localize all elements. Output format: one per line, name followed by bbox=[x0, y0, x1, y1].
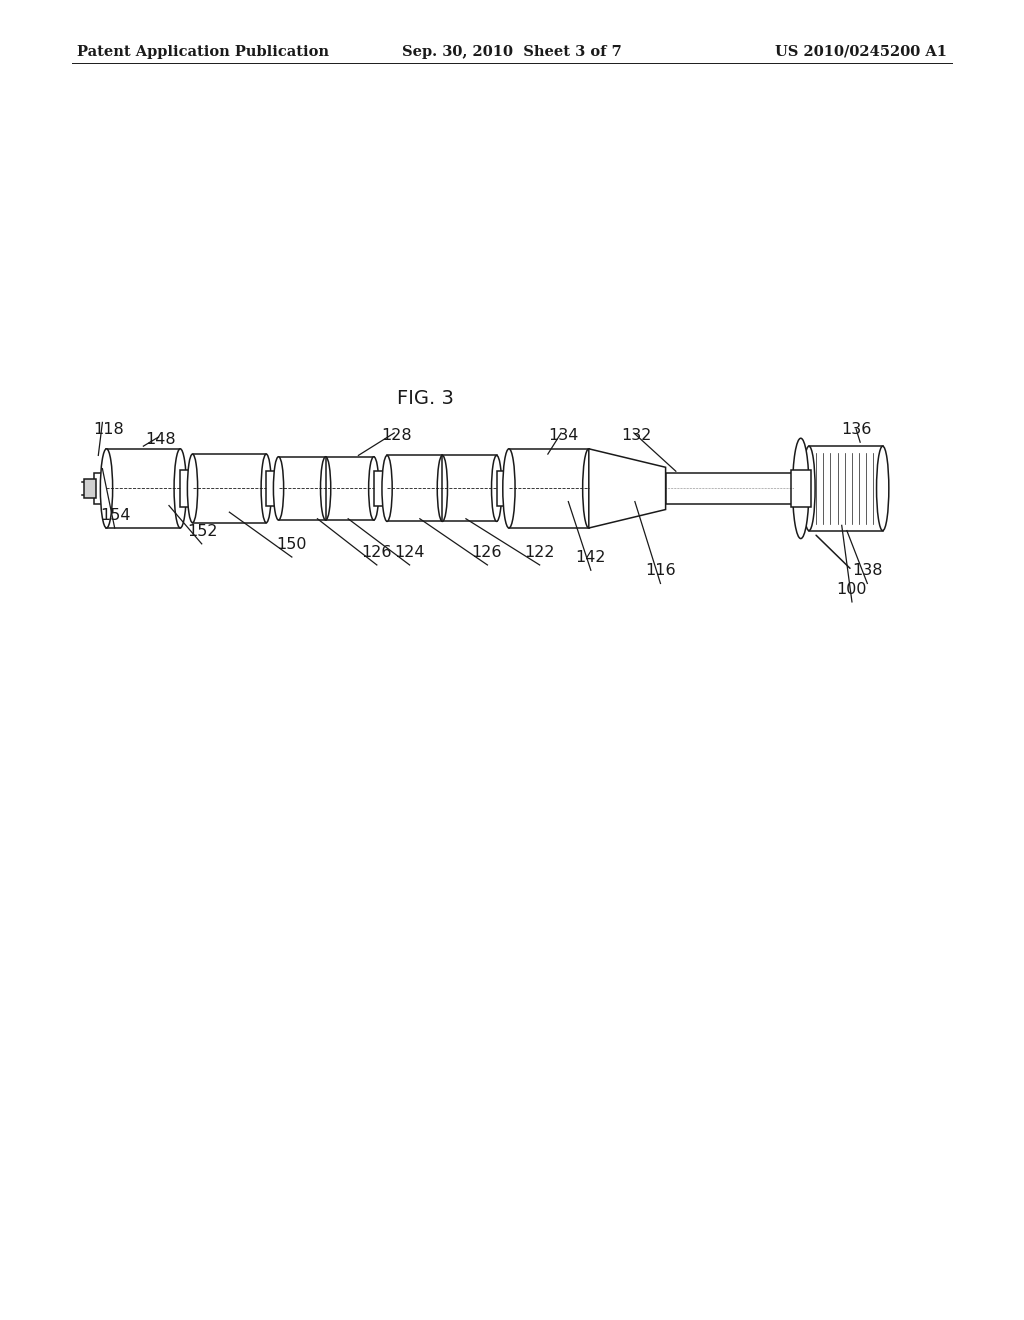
Text: 154: 154 bbox=[100, 508, 131, 523]
FancyBboxPatch shape bbox=[94, 473, 106, 504]
Ellipse shape bbox=[100, 449, 113, 528]
Text: 124: 124 bbox=[394, 545, 425, 560]
FancyBboxPatch shape bbox=[106, 449, 180, 528]
Ellipse shape bbox=[321, 457, 331, 520]
FancyBboxPatch shape bbox=[497, 471, 509, 506]
Ellipse shape bbox=[382, 455, 392, 521]
Text: 138: 138 bbox=[852, 564, 883, 578]
Ellipse shape bbox=[261, 454, 271, 523]
Text: 148: 148 bbox=[145, 432, 176, 446]
FancyBboxPatch shape bbox=[279, 457, 374, 520]
FancyBboxPatch shape bbox=[266, 471, 279, 506]
Text: 128: 128 bbox=[381, 428, 412, 442]
FancyBboxPatch shape bbox=[180, 470, 193, 507]
Text: 100: 100 bbox=[837, 582, 867, 597]
Ellipse shape bbox=[174, 449, 186, 528]
FancyBboxPatch shape bbox=[666, 473, 794, 504]
Polygon shape bbox=[589, 449, 666, 528]
Text: 134: 134 bbox=[548, 428, 579, 442]
Text: FIG. 3: FIG. 3 bbox=[396, 389, 454, 408]
Text: Patent Application Publication: Patent Application Publication bbox=[77, 45, 329, 59]
Ellipse shape bbox=[492, 455, 502, 521]
Text: 126: 126 bbox=[361, 545, 392, 560]
FancyBboxPatch shape bbox=[509, 449, 589, 528]
FancyBboxPatch shape bbox=[374, 471, 387, 506]
Ellipse shape bbox=[803, 446, 815, 531]
Ellipse shape bbox=[273, 457, 284, 520]
Ellipse shape bbox=[583, 449, 595, 528]
Ellipse shape bbox=[369, 457, 379, 520]
Ellipse shape bbox=[793, 438, 809, 539]
Text: 126: 126 bbox=[471, 545, 502, 560]
FancyBboxPatch shape bbox=[809, 446, 883, 531]
Text: US 2010/0245200 A1: US 2010/0245200 A1 bbox=[775, 45, 947, 59]
Text: 152: 152 bbox=[187, 524, 218, 539]
Text: 122: 122 bbox=[524, 545, 555, 560]
FancyBboxPatch shape bbox=[84, 479, 96, 498]
Ellipse shape bbox=[187, 454, 198, 523]
Ellipse shape bbox=[877, 446, 889, 531]
Text: 118: 118 bbox=[93, 422, 124, 437]
FancyBboxPatch shape bbox=[387, 455, 497, 521]
Text: 132: 132 bbox=[622, 428, 652, 442]
Ellipse shape bbox=[503, 449, 515, 528]
Text: 116: 116 bbox=[645, 564, 676, 578]
FancyBboxPatch shape bbox=[193, 454, 266, 523]
Text: 142: 142 bbox=[575, 550, 606, 565]
Text: Sep. 30, 2010  Sheet 3 of 7: Sep. 30, 2010 Sheet 3 of 7 bbox=[402, 45, 622, 59]
Text: 150: 150 bbox=[276, 537, 307, 552]
Ellipse shape bbox=[437, 455, 447, 521]
Text: 136: 136 bbox=[842, 422, 872, 437]
FancyBboxPatch shape bbox=[791, 470, 811, 507]
